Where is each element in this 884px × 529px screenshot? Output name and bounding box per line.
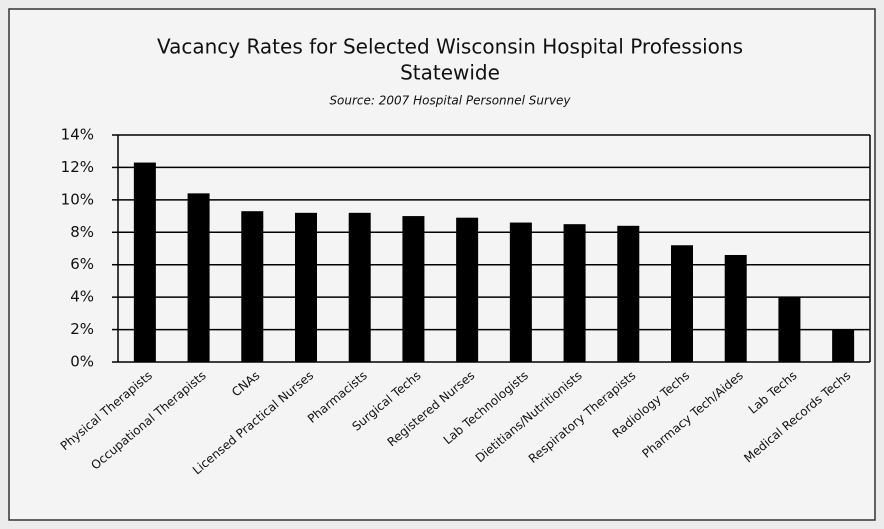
bar — [671, 245, 693, 362]
y-tick-label: 8% — [70, 223, 94, 241]
y-tick-label: 12% — [61, 158, 94, 176]
bar — [563, 224, 586, 362]
bar — [241, 211, 264, 362]
chart-title-line2: Statewide — [400, 61, 500, 85]
bar — [778, 297, 801, 362]
y-tick-label: 14% — [61, 126, 94, 144]
bar — [187, 193, 210, 362]
bar — [724, 254, 747, 362]
bar — [509, 222, 532, 362]
y-tick-label: 0% — [70, 353, 94, 371]
bar — [348, 212, 371, 362]
y-tick-label: 2% — [70, 320, 94, 338]
bar — [832, 329, 855, 362]
y-tick-label: 6% — [70, 255, 94, 273]
bar — [295, 212, 317, 362]
bar — [402, 216, 425, 362]
chart-subtitle: Source: 2007 Hospital Personnel Survey — [329, 94, 571, 108]
bar — [456, 217, 479, 362]
y-tick-label: 4% — [70, 288, 94, 306]
bar — [133, 162, 156, 362]
bar — [617, 225, 640, 362]
y-tick-label: 10% — [61, 190, 94, 208]
chart-title: Vacancy Rates for Selected Wisconsin Hos… — [157, 35, 743, 59]
